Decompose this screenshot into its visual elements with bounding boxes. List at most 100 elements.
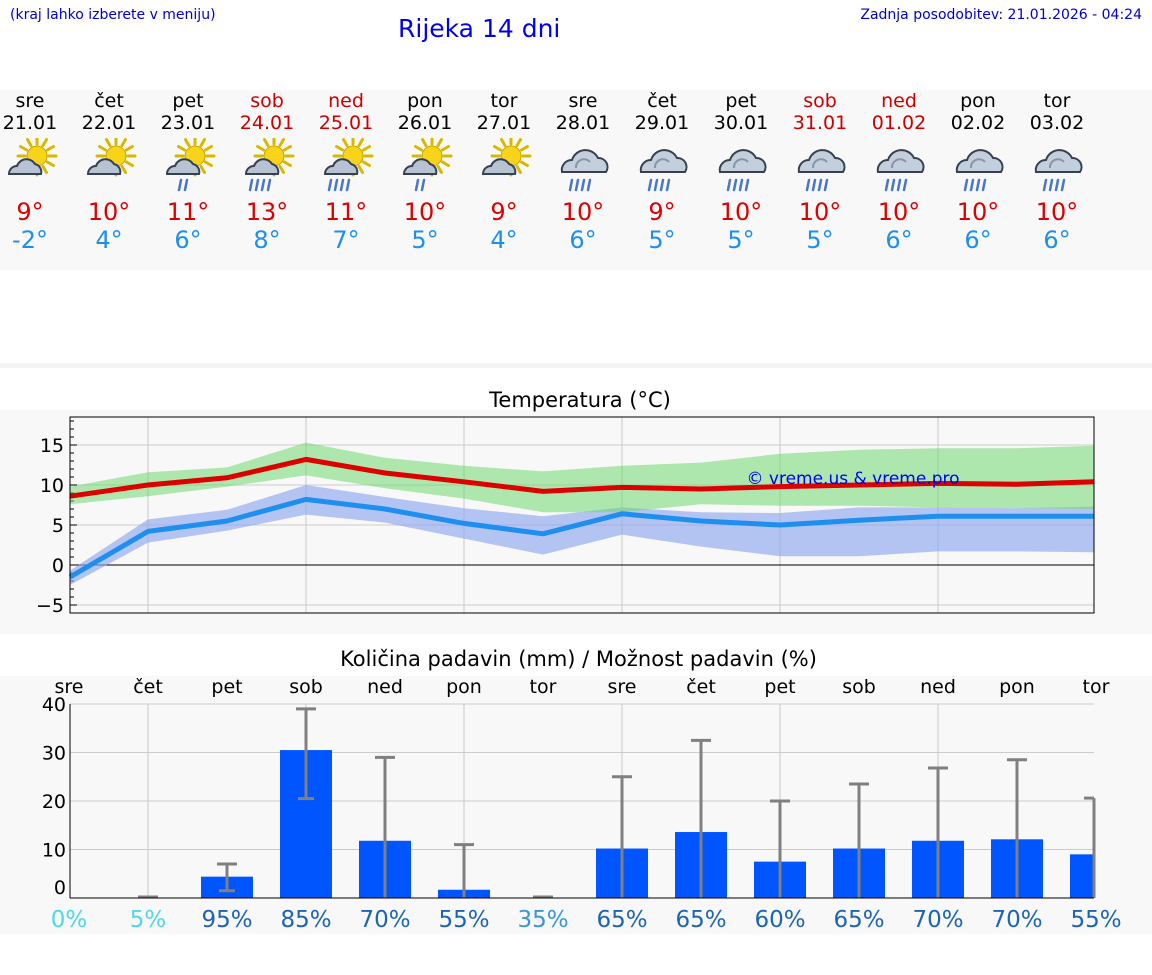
temperature-max: 10° — [956, 198, 1000, 226]
x-day-label: pon — [446, 676, 482, 698]
temperature-max: 10° — [87, 198, 131, 226]
temperature-max: 11° — [166, 198, 210, 226]
temperature-min: 5° — [648, 226, 676, 254]
rain-drops-icon — [1042, 178, 1065, 192]
y-tick-label: 0 — [54, 877, 66, 899]
day-date: 01.02 — [871, 112, 927, 134]
y-tick-label: 30 — [42, 743, 66, 765]
precipitation-probability: 35% — [517, 907, 568, 933]
sun-icon — [490, 138, 531, 177]
sun-cloud-icon — [86, 138, 136, 177]
y-tick-label: 10 — [42, 840, 66, 862]
temperature-chart-title: Temperatura (°C) — [489, 388, 671, 412]
day-name: pon — [407, 90, 443, 112]
temperature-max: 10° — [561, 198, 605, 226]
error-bar — [770, 799, 790, 898]
day-name: sre — [568, 90, 598, 112]
watermark: © vreme.us & vreme.pro — [746, 469, 959, 489]
day-name: sob — [250, 90, 284, 112]
precipitation-bar — [1070, 854, 1094, 898]
temperature-min: 6° — [1043, 226, 1071, 254]
error-bar — [217, 862, 237, 893]
day-name: sre — [15, 90, 45, 112]
x-day-label: čet — [133, 676, 163, 698]
temperature-min: 6° — [885, 226, 913, 254]
x-day-label: sre — [608, 676, 637, 698]
temperature-max: 10° — [719, 198, 763, 226]
temperature-max: 9° — [490, 198, 518, 226]
sun-cloud-heavy-rain-icon — [323, 138, 373, 192]
cloud-icon — [481, 158, 516, 175]
day-name: pet — [725, 90, 757, 112]
error-bar — [1007, 758, 1027, 898]
sun-cloud-rain-icon — [165, 138, 215, 192]
precipitation-probability: 85% — [280, 907, 331, 933]
precipitation-probability: 0% — [51, 907, 88, 933]
cloud-icon — [86, 158, 121, 175]
cloud-icon — [7, 158, 42, 175]
sun-cloud-icon — [481, 138, 531, 177]
day-date: 02.02 — [950, 112, 1006, 134]
y-tick-label: 15 — [40, 435, 64, 457]
rain-drops-icon — [884, 178, 907, 192]
y-tick-label: 40 — [42, 694, 66, 716]
precipitation-probability: 70% — [359, 907, 410, 933]
cloud-rain-icon — [1034, 149, 1083, 192]
precipitation-probability: 65% — [833, 907, 884, 933]
error-bar — [849, 782, 869, 898]
cloud-rain-icon — [955, 149, 1004, 192]
temperature-min: 4° — [490, 226, 518, 254]
cloud-icon — [1034, 149, 1083, 173]
x-day-label: pon — [999, 676, 1035, 698]
temperature-min: 5° — [411, 226, 439, 254]
error-bar — [296, 707, 316, 801]
x-day-label: sre — [55, 676, 84, 698]
rain-drops-icon — [177, 178, 188, 192]
cloud-rain-icon — [797, 149, 846, 192]
x-day-label: ned — [920, 676, 956, 698]
temperature-max: 10° — [403, 198, 447, 226]
cloud-icon — [876, 149, 925, 173]
rain-drops-icon — [568, 178, 591, 192]
day-date: 03.02 — [1029, 112, 1085, 134]
precipitation-chart: 40 30 20 10 0 sre čet pet sob ned pon tor sre čet pet s… — [42, 676, 1122, 933]
cloud-rain-icon — [718, 149, 767, 192]
temperature-max: 10° — [1035, 198, 1079, 226]
last-updated: Zadnja posodobitev: 21.01.2026 - 04:24 — [860, 7, 1142, 23]
rain-drops-icon — [327, 178, 350, 192]
day-name: čet — [94, 90, 124, 112]
x-day-label: pet — [211, 676, 242, 698]
min-temperature-line — [68, 496, 1094, 580]
sun-cloud-rain-icon — [402, 138, 452, 192]
temperature-max: 10° — [877, 198, 921, 226]
day-name: sob — [803, 90, 837, 112]
precipitation-probability: 70% — [991, 907, 1042, 933]
error-bar — [612, 775, 632, 898]
error-bar — [454, 843, 474, 898]
temperature-max: 13° — [245, 198, 289, 226]
cloud-icon — [165, 158, 200, 175]
rain-drops-icon — [805, 178, 828, 192]
max-temperature-line — [69, 456, 1095, 499]
x-day-label: sob — [289, 676, 323, 698]
x-day-label: tor — [1083, 676, 1110, 698]
y-tick-label: 0 — [52, 555, 64, 577]
precipitation-probability: 70% — [912, 907, 963, 933]
day-date: 30.01 — [713, 112, 769, 134]
temperature-max: 9° — [648, 198, 676, 226]
divider — [0, 363, 1152, 368]
cloud-icon — [797, 149, 846, 173]
precipitation-chart-title: Količina padavin (mm) / Možnost padavin … — [340, 647, 817, 671]
x-day-label: čet — [686, 676, 716, 698]
cloud-icon — [323, 158, 358, 175]
error-bar — [691, 738, 711, 898]
temperature-min: 6° — [174, 226, 202, 254]
precipitation-probability: 5% — [130, 907, 167, 933]
temperature-chart: 15 10 5 0 −5 © vreme.us & vreme.pro — [36, 416, 1095, 617]
x-day-label: pet — [764, 676, 795, 698]
day-date: 24.01 — [239, 112, 295, 134]
rain-drops-icon — [647, 178, 670, 192]
daily-forecast-strip: sre 21.01 9° -2° čet 22.01 10° 4° pet 23.01 11° 6° s… — [0, 90, 1152, 270]
day-date: 23.01 — [160, 112, 216, 134]
y-tick-label: 20 — [42, 791, 66, 813]
